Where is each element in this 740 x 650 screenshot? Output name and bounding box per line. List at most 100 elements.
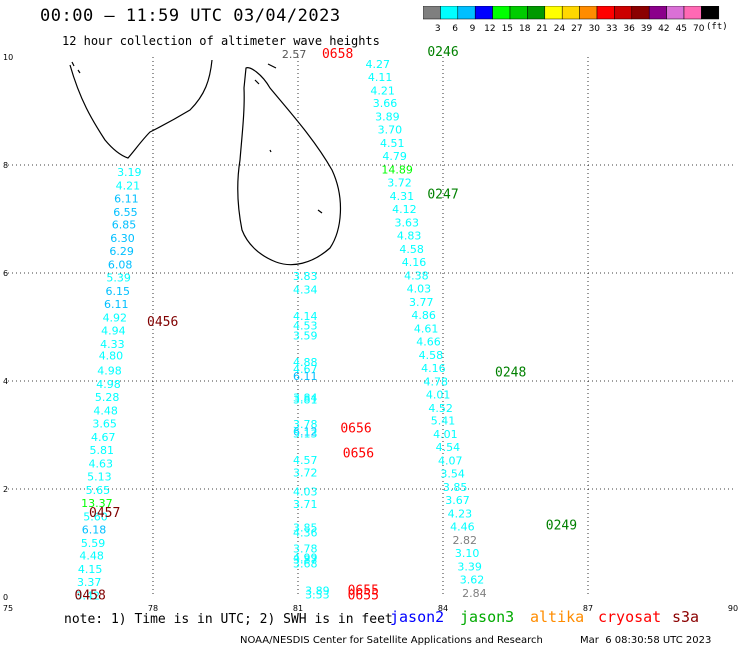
wave-height-label: 4.53 <box>293 320 318 333</box>
pass-time-label: 0656 <box>343 447 374 462</box>
pass-time-label: 0655 <box>348 589 379 604</box>
wave-height-label: 14.89 <box>381 164 413 177</box>
wave-height-label: 3.87 <box>293 554 318 567</box>
colorbar-tick-label: 6 <box>452 24 458 34</box>
wave-height-label: 4.14 <box>293 310 318 323</box>
x-tick-label: 87 <box>583 604 593 613</box>
wave-height-label: 4.61 <box>414 322 439 335</box>
wave-height-label: 4.54 <box>436 441 461 454</box>
x-tick-label: 81 <box>293 604 303 613</box>
wave-height-label: 5.28 <box>95 391 120 404</box>
wave-height-label: 4.38 <box>404 269 429 282</box>
colorbar-tick-label: 33 <box>606 24 617 34</box>
wave-height-label: 3.70 <box>378 124 403 137</box>
wave-height-label: 6.12 <box>293 426 318 439</box>
coastal-islands <box>71 61 323 214</box>
satellite-legend-item: altika <box>530 608 585 626</box>
colorbar-tick-label: 39 <box>641 24 653 34</box>
colorbar-tick-label: 12 <box>484 24 495 34</box>
wave-height-label: 5.13 <box>87 470 112 483</box>
wave-height-label: 4.83 <box>397 230 422 243</box>
wave-height-label: 5.59 <box>81 537 106 550</box>
pass-time-label: 0246 <box>427 45 458 60</box>
wave-height-label: 4.86 <box>411 309 436 322</box>
wave-height-label: 6.55 <box>113 206 138 219</box>
wave-height-label: 5.39 <box>106 272 131 285</box>
pass-time-label: 0457 <box>89 506 120 521</box>
y-tick-label: 8 <box>3 161 8 170</box>
wave-height-label: 4.21 <box>116 179 141 192</box>
wave-height-label: 2.84 <box>462 587 487 600</box>
pass-time-label: 0247 <box>427 187 458 202</box>
wave-height-label: 3.83 <box>293 270 318 283</box>
y-tick-label: 2 <box>3 485 8 494</box>
pass-time-label: 0658 <box>322 47 353 62</box>
colorbar-tick-label: 70 <box>693 24 705 34</box>
wave-height-label: 3.65 <box>92 417 117 430</box>
wave-height-label: 3.85 <box>293 522 318 535</box>
wave-height-label: 6.11 <box>104 298 129 311</box>
wave-height-label: 3.53 <box>305 589 330 602</box>
chart-subtitle: 12 hour collection of altimeter wave hei… <box>62 34 380 48</box>
wave-height-label: 3.78 <box>293 418 318 431</box>
wave-height-label: 6.08 <box>108 259 133 272</box>
wave-height-label: 4.78 <box>424 375 449 388</box>
wave-height-label: 3.37 <box>77 576 102 589</box>
wave-height-label: 4.16 <box>421 362 446 375</box>
wave-height-label: 5.13 <box>293 428 318 441</box>
wave-height-label: 3.68 <box>293 557 318 570</box>
wave-height-label: 2.82 <box>453 534 478 547</box>
wave-height-label: 4.01 <box>433 428 458 441</box>
wave-height-label: 13.37 <box>81 497 113 510</box>
y-tick-label: 6 <box>3 269 8 278</box>
pass-time-label: 0249 <box>546 519 577 534</box>
wave-height-label: 3.72 <box>293 467 318 480</box>
pass-time-label: 0248 <box>495 366 526 381</box>
wave-height-label: 4.03 <box>407 282 432 295</box>
axis-ticks: 75 78 81 84 87 90 0 2 4 6 8 10 <box>3 53 738 613</box>
y-tick-label: 4 <box>3 377 8 386</box>
wave-height-label: 4.07 <box>438 455 463 468</box>
satellite-legend-item: cryosat <box>598 608 662 626</box>
colorbar-legend: 3 6 9 12 15 18 21 24 27 30 33 36 39 42 45 70 <box>423 6 720 34</box>
wave-height-label: 5.60 <box>83 510 108 523</box>
wave-height-label: 4.33 <box>100 338 125 351</box>
pass-time-label: 0656 <box>340 421 371 436</box>
wave-height-label: 3.77 <box>409 296 434 309</box>
wave-height-label: 4.36 <box>293 527 318 540</box>
plot-grid <box>8 57 733 597</box>
wave-height-label: 4.01 <box>426 388 451 401</box>
pass-time-label: 0456 <box>147 315 178 330</box>
x-tick-label: 84 <box>438 604 448 613</box>
wave-height-label: 4.94 <box>101 325 126 338</box>
wave-height-label: 4.12 <box>392 203 417 216</box>
pass-time-label: 0458 <box>75 589 106 604</box>
wave-height-label: 4.31 <box>390 190 415 203</box>
colorbar-tick-label: 42 <box>658 24 669 34</box>
wave-height-label: 4.67 <box>293 363 318 376</box>
wave-height-label: 6.11 <box>114 192 139 205</box>
wave-height-label: 5.41 <box>431 415 456 428</box>
credit-line: NOAA/NESDIS Center for Satellite Applica… <box>240 635 543 646</box>
coastline <box>69 59 341 266</box>
wave-height-label: 4.99 <box>293 551 318 564</box>
wave-height-label: 4.88 <box>293 356 318 369</box>
colorbar-tick-label: 21 <box>536 24 547 34</box>
wave-height-label: 4.27 <box>366 58 391 71</box>
sri-lanka-coastline <box>237 67 341 266</box>
footnote: note: 1) Time is in UTC; 2) SWH is in fe… <box>64 612 393 627</box>
wave-height-label: 3.66 <box>373 97 398 110</box>
wave-height-label: 3.84 <box>293 392 318 405</box>
wave-height-label: 6.18 <box>82 523 107 536</box>
wave-height-label: 3.89 <box>305 584 330 597</box>
wave-height-label: 3.85 <box>443 481 468 494</box>
colorbar-unit-label: (ft) <box>706 22 728 32</box>
wave-height-label: 3.67 <box>445 494 470 507</box>
wave-height-label: 5.81 <box>90 444 115 457</box>
wave-height-label: 4.11 <box>368 71 393 84</box>
satellite-legend-item: s3a <box>672 608 700 626</box>
wave-height-label: 5.65 <box>86 484 111 497</box>
x-tick-label: 75 <box>3 604 13 613</box>
